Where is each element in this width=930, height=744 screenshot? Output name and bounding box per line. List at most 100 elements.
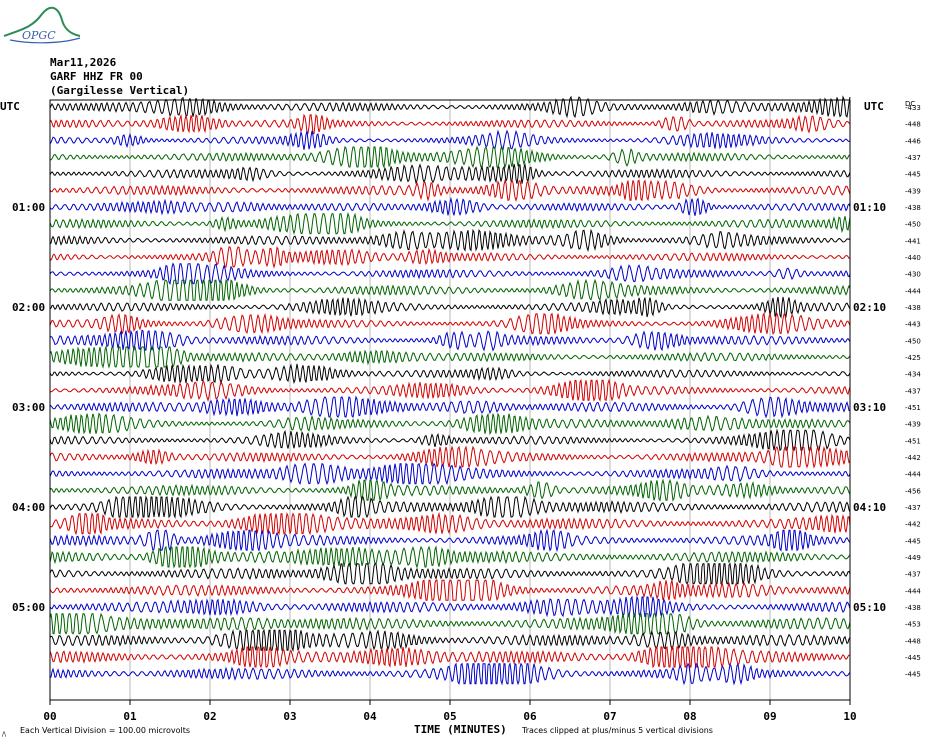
- hour-label-left-4: 05:00: [12, 601, 45, 614]
- trace-16: [49, 363, 851, 386]
- dc-offset-10: -430: [905, 271, 921, 279]
- trace-4: [49, 162, 851, 185]
- dc-offset-11: -444: [905, 287, 921, 295]
- dc-offset-16: -434: [905, 371, 921, 379]
- dc-offset-14: -450: [905, 337, 921, 345]
- dc-offset-26: -445: [905, 537, 921, 545]
- hour-label-left-3: 04:00: [12, 501, 45, 514]
- dc-offset-3: -437: [905, 154, 921, 162]
- time-grid: [129, 100, 771, 700]
- trace-2: [49, 129, 851, 151]
- utc-left-label: UTC: [0, 100, 20, 113]
- dc-offset-17: -437: [905, 387, 921, 395]
- dc-offset-6: -438: [905, 204, 921, 212]
- trace-33: [49, 645, 851, 669]
- trace-14: [49, 329, 851, 352]
- trace-19: [49, 412, 851, 436]
- dc-offset-30: -438: [905, 604, 921, 612]
- dc-offset-0: -433: [905, 104, 921, 112]
- trace-11: [49, 278, 851, 301]
- dc-offset-13: -443: [905, 321, 921, 329]
- trace-27: [49, 545, 851, 569]
- corner-mark: /\: [2, 731, 7, 738]
- trace-8: [49, 228, 851, 253]
- dc-offset-labels: -433 -448 -446 -437 -445 -439 -438 -450 -441 -440…: [905, 104, 921, 679]
- x-axis-ticks: 00 01 02 03 04 05 06 07 08 09 10: [43, 700, 857, 723]
- x-tick-label-7: 07: [603, 710, 616, 723]
- trace-23: [49, 478, 851, 502]
- hour-label-left-2: 03:00: [12, 401, 45, 414]
- dc-offset-9: -440: [905, 254, 921, 262]
- trace-7: [49, 211, 851, 235]
- trace-30: [49, 595, 851, 619]
- hour-label-right-3: 04:10: [853, 501, 886, 514]
- trace-6: [49, 196, 851, 217]
- dc-offset-19: -439: [905, 421, 921, 429]
- trace-32: [49, 628, 851, 653]
- dc-offset-1: -448: [905, 121, 921, 129]
- trace-9: [49, 246, 851, 269]
- trace-21: [49, 445, 851, 469]
- trace-3: [49, 145, 851, 169]
- dc-offset-31: -453: [905, 621, 921, 629]
- logo-swoosh: [9, 37, 81, 44]
- dc-offset-4: -445: [905, 171, 921, 179]
- clip-note: Traces clipped at plus/minus 5 vertical …: [521, 726, 713, 735]
- trace-0: [49, 95, 851, 119]
- scale-note: Each Vertical Division = 100.00 microvol…: [20, 726, 190, 735]
- dc-offset-7: -450: [905, 221, 921, 229]
- dc-offset-29: -444: [905, 587, 921, 595]
- hour-label-right-1: 02:10: [853, 301, 886, 314]
- seismic-traces: [49, 95, 851, 686]
- trace-24: [49, 495, 851, 519]
- hour-label-right-0: 01:10: [853, 201, 886, 214]
- dc-offset-2: -446: [905, 137, 921, 145]
- trace-29: [49, 579, 851, 601]
- dc-label: DC: [905, 100, 915, 108]
- hour-label-left-0: 01:00: [12, 201, 45, 214]
- x-tick-label-3: 03: [283, 710, 296, 723]
- trace-26: [49, 528, 851, 553]
- date-label: Mar11,2026: [50, 56, 117, 69]
- trace-12: [49, 296, 851, 319]
- trace-15: [49, 345, 851, 369]
- x-tick-label-2: 02: [203, 710, 216, 723]
- hour-label-right-4: 05:10: [853, 601, 886, 614]
- trace-25: [49, 511, 851, 536]
- dc-offset-22: -444: [905, 471, 921, 479]
- trace-1: [49, 113, 851, 135]
- hour-label-left-1: 02:00: [12, 301, 45, 314]
- trace-22: [49, 462, 851, 486]
- x-axis-title: TIME (MINUTES): [414, 723, 507, 736]
- trace-17: [49, 378, 851, 403]
- dc-offset-5: -439: [905, 187, 921, 195]
- x-tick-label-6: 06: [523, 710, 537, 723]
- dc-offset-32: -448: [905, 637, 921, 645]
- dc-offset-12: -438: [905, 304, 921, 312]
- dc-offset-34: -445: [905, 671, 921, 679]
- trace-20: [49, 428, 851, 452]
- x-tick-label-5: 05: [443, 710, 456, 723]
- location-label: (Gargilesse Vertical): [50, 84, 190, 97]
- logo-text: OPGC: [22, 29, 56, 42]
- station-label: GARF HHZ FR 00: [50, 70, 143, 83]
- dc-offset-27: -449: [905, 554, 921, 562]
- x-tick-label-9: 09: [763, 710, 776, 723]
- trace-5: [49, 178, 851, 202]
- dc-offset-23: -456: [905, 487, 921, 495]
- hour-label-right-2: 03:10: [853, 401, 886, 414]
- dc-offset-15: -425: [905, 354, 921, 362]
- trace-31: [49, 612, 851, 635]
- trace-18: [49, 395, 851, 419]
- utc-right-label: UTC: [864, 100, 884, 113]
- trace-13: [49, 311, 851, 336]
- dc-offset-28: -437: [905, 571, 921, 579]
- dc-offset-33: -445: [905, 654, 921, 662]
- x-tick-label-1: 01: [123, 710, 137, 723]
- hour-labels: 01:00 01:10 02:00 02:10 03:00 03:10 04:00 04:10…: [12, 201, 886, 614]
- dc-offset-18: -451: [905, 404, 921, 412]
- dc-offset-20: -451: [905, 437, 921, 445]
- dc-offset-8: -441: [905, 237, 921, 245]
- x-tick-label-8: 08: [683, 710, 696, 723]
